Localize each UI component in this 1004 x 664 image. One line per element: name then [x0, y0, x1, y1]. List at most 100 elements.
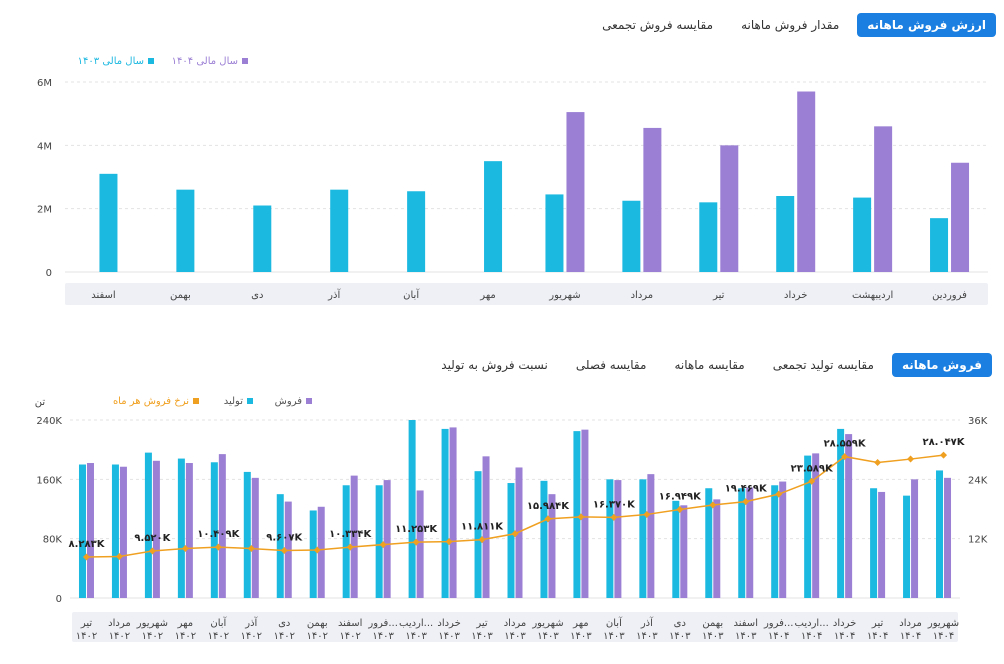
- x-category-label: بهمن: [307, 618, 328, 629]
- bottom-tab-2[interactable]: مقایسه ماهانه: [674, 358, 745, 372]
- x-category-year: ۱۴۰۳: [537, 631, 559, 642]
- rate-data-label: ۲۸.۵۵۹K: [824, 439, 867, 450]
- x-category-year: ۱۴۰۲: [208, 631, 229, 642]
- bar-production: [573, 431, 581, 598]
- rate-data-label: ۱۵.۹۸۴K: [527, 501, 570, 512]
- legend-swatch-rate: [193, 398, 199, 404]
- rate-point: [148, 547, 156, 555]
- top-tab-1[interactable]: مقدار فروش ماهانه: [741, 18, 840, 32]
- bar-sales: [944, 477, 952, 598]
- x-category-year: ۱۴۰۲: [175, 631, 196, 642]
- bar-sales: [812, 453, 820, 598]
- bar-production: [441, 428, 449, 598]
- y-left-tick-label: 240K: [36, 416, 62, 427]
- bar-1403: [776, 196, 795, 272]
- bar-sales: [680, 505, 688, 598]
- bar-production: [639, 479, 647, 598]
- legend-label-rate: نرخ فروش هر ماه: [113, 396, 189, 407]
- x-category-year: ۱۴۰۲: [241, 631, 262, 642]
- bar-1403: [622, 200, 641, 272]
- x-category-year: ۱۴۰۲: [306, 631, 327, 642]
- bar-production: [507, 483, 515, 598]
- legend-swatch-production: [247, 398, 253, 404]
- y-left-tick-label: 0: [56, 594, 62, 605]
- rate-point: [445, 538, 453, 546]
- bar-production: [870, 488, 878, 598]
- rate-point: [709, 501, 717, 509]
- bottom-tab-bar: فروش ماهانه مقایسه تولید تجمعی مقایسه ماها…: [431, 353, 992, 377]
- x-category-year: ۱۴۰۳: [603, 631, 625, 642]
- bar-production: [111, 464, 119, 598]
- x-category-label: آذر: [327, 288, 341, 301]
- x-category-label: فرور...: [367, 618, 398, 629]
- bottom-tab-4[interactable]: نسبت فروش به تولید: [441, 358, 548, 372]
- bar-production: [78, 464, 86, 598]
- rate-data-label: ۱۹.۴۶۹K: [725, 484, 768, 495]
- bar-production: [837, 428, 845, 598]
- y-right-tick-label: 36K: [968, 416, 988, 427]
- bar-1403: [253, 205, 272, 272]
- x-category-year: ۱۴۰۲: [274, 631, 295, 642]
- x-category-year: ۱۴۰۲: [142, 631, 163, 642]
- y-tick-label: 4M: [37, 141, 52, 152]
- top-tab-0[interactable]: ارزش فروش ماهانه: [857, 13, 996, 37]
- x-category-label: شهریور: [531, 618, 563, 629]
- bar-1403: [545, 194, 564, 272]
- bar-production: [804, 455, 812, 598]
- bar-production: [375, 485, 383, 598]
- x-category-label: فرور...: [763, 618, 794, 629]
- rate-data-label: ۸.۲۸۳K: [68, 539, 105, 550]
- bar-sales: [416, 490, 424, 598]
- top-tab-2[interactable]: مقایسه فروش تجمعی: [602, 18, 714, 32]
- bar-sales: [548, 494, 556, 598]
- x-category-label: مهر: [572, 618, 588, 629]
- x-category-label: اردیب...: [795, 618, 829, 629]
- bottom-tab-1[interactable]: مقایسه تولید تجمعی: [772, 358, 874, 372]
- y-tick-label: 0: [46, 268, 52, 279]
- y-tick-label: 6M: [37, 78, 52, 89]
- y-left-tick-label: 160K: [36, 475, 62, 486]
- rate-data-label: ۱۰.۳۳۴K: [329, 529, 372, 540]
- bar-1403: [407, 191, 426, 272]
- bar-1404: [797, 91, 816, 272]
- bar-production: [771, 485, 779, 598]
- legend-label-1404: سال مالی ۱۴۰۴: [172, 56, 238, 67]
- legend-label-1403: سال مالی ۱۴۰۳: [78, 56, 144, 67]
- bar-production: [144, 452, 152, 598]
- category-band: [65, 283, 988, 305]
- bar-sales: [119, 466, 127, 598]
- bottom-tab-0[interactable]: فروش ماهانه: [891, 353, 992, 377]
- legend-label-sales: فروش: [275, 396, 303, 407]
- bar-1404: [566, 112, 585, 272]
- rate-point: [313, 546, 321, 554]
- x-category-year: ۱۴۰۳: [471, 631, 493, 642]
- bar-1403: [99, 173, 118, 272]
- bar-production: [474, 471, 482, 598]
- x-category-label: شهریور: [927, 618, 959, 629]
- rate-point: [676, 505, 684, 513]
- bar-production: [705, 488, 713, 598]
- rate-data-label: ۹.۶۰۷K: [266, 533, 303, 544]
- x-category-year: ۱۴۰۴: [933, 631, 954, 642]
- bar-production: [672, 500, 680, 598]
- rate-data-label: ۱۶.۳۷۰K: [593, 499, 636, 510]
- rate-data-label: ۱۱.۸۱۱K: [461, 522, 504, 533]
- x-category-label: اردیبهشت: [852, 290, 893, 301]
- x-category-label: آبان: [403, 288, 420, 301]
- rate-point: [379, 541, 387, 549]
- x-category-year: ۱۴۰۳: [504, 631, 526, 642]
- x-category-label: بهمن: [170, 290, 191, 301]
- x-category-label: آبان: [210, 616, 227, 629]
- bar-sales: [449, 427, 457, 598]
- x-category-label: مرداد: [504, 618, 527, 629]
- bar-production: [936, 470, 944, 598]
- x-category-label: آذر: [640, 616, 654, 629]
- bar-sales: [383, 480, 391, 598]
- bottom-tab-3[interactable]: مقایسه فصلی: [575, 358, 647, 372]
- x-category-label: بهمن: [702, 618, 723, 629]
- y-right-tick-label: 12K: [968, 535, 988, 546]
- y-right-tick-label: 24K: [968, 475, 988, 486]
- x-category-year: ۱۴۰۴: [900, 631, 921, 642]
- x-category-year: ۱۴۰۳: [669, 631, 691, 642]
- rate-point: [874, 459, 882, 467]
